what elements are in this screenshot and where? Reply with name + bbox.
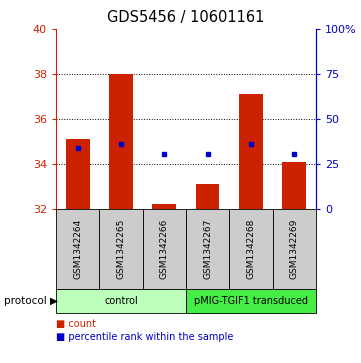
Text: GSM1342267: GSM1342267 [203,219,212,279]
Bar [186,209,229,289]
Text: GSM1342265: GSM1342265 [117,219,125,279]
Bar [186,289,316,313]
Bar [152,204,176,209]
Text: ■ count: ■ count [56,319,96,329]
Text: GSM1342266: GSM1342266 [160,219,169,279]
Bar [99,209,143,289]
Bar [229,209,273,289]
Text: GSM1342268: GSM1342268 [247,219,255,279]
Text: control: control [104,296,138,306]
Bar [282,162,306,209]
Bar [56,209,99,289]
Text: GSM1342264: GSM1342264 [73,219,82,279]
Bar [273,209,316,289]
Bar [143,209,186,289]
Text: pMIG-TGIF1 transduced: pMIG-TGIF1 transduced [194,296,308,306]
Bar [196,184,219,209]
Text: ■ percentile rank within the sample: ■ percentile rank within the sample [56,332,233,342]
Bar [66,139,90,209]
Bar [239,94,263,209]
Title: GDS5456 / 10601161: GDS5456 / 10601161 [107,10,265,25]
Bar [56,289,186,313]
Bar [109,74,133,209]
Text: protocol ▶: protocol ▶ [4,296,58,306]
Text: GSM1342269: GSM1342269 [290,219,299,279]
